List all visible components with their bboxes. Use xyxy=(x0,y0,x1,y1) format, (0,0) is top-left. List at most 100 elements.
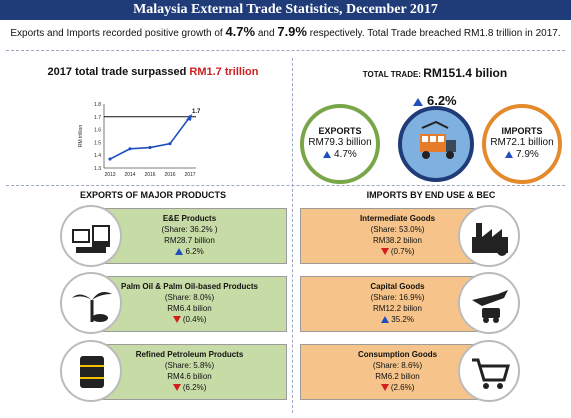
imports-title: IMPORTS xyxy=(501,126,543,136)
card-growth: 35.2% xyxy=(301,314,494,325)
down-arrow-icon xyxy=(380,384,389,392)
oil-barrel-icon xyxy=(60,340,122,402)
summary-text: Exports and Imports recorded positive gr… xyxy=(0,23,571,43)
divider xyxy=(292,58,293,413)
up-arrow-icon xyxy=(323,150,332,158)
card-growth: (6.2%) xyxy=(93,382,286,393)
up-arrow-icon xyxy=(381,316,390,324)
factory-icon xyxy=(458,205,520,267)
up-arrow-icon xyxy=(413,97,424,106)
card-share: (Share: 5.8%) xyxy=(164,361,215,370)
series-line xyxy=(109,116,191,160)
card-growth-value: (0.4%) xyxy=(182,315,207,324)
y-tick-label: 1.8 xyxy=(94,102,101,108)
total-growth: 6.2% xyxy=(400,93,470,108)
card-share: (Share: 36.2% ) xyxy=(161,225,218,234)
card-value: RM6.4 bilion xyxy=(167,304,212,313)
y-axis-label: RM trillion xyxy=(78,125,84,147)
exports-circle: EXPORTS RM79.3 billion 4.7% xyxy=(300,104,380,184)
summary-part-2: and xyxy=(255,28,278,39)
summary-export-growth: 4.7% xyxy=(225,24,256,39)
truck-icon xyxy=(420,120,456,159)
card-growth-value: (6.2%) xyxy=(182,383,207,392)
y-tick-label: 1.7 xyxy=(94,115,101,121)
summary-part-3: respectively. Total Trade breached RM1.8… xyxy=(306,28,561,39)
card-value: RM12.2 bilion xyxy=(373,304,422,313)
exports-growth: 4.7% xyxy=(304,149,376,161)
data-point xyxy=(128,147,132,151)
trend-chart-svg: 1.8 1.7 1.6 1.5 1.4 1.3 RM trillion 2013 2014 201… xyxy=(78,102,201,178)
up-arrow-icon xyxy=(175,248,184,256)
data-label: 1.7 xyxy=(192,109,201,115)
truck-trade-icon xyxy=(398,106,474,182)
page-title: Malaysia External Trade Statistics, Dece… xyxy=(0,0,571,20)
imports-value: RM72.1 billion xyxy=(490,137,554,148)
data-point xyxy=(108,157,112,161)
card-growth-value: 6.2% xyxy=(185,247,204,256)
series-arrowhead xyxy=(186,113,192,121)
exports-value: RM79.3 billion xyxy=(308,137,372,148)
x-tick-label: 2013 xyxy=(104,172,115,178)
divider xyxy=(6,185,565,186)
card-share: (Share: 8.6%) xyxy=(372,361,423,370)
data-point xyxy=(168,142,172,146)
card-name: E&E Products xyxy=(162,214,217,223)
x-tick-label: 2014 xyxy=(124,172,135,178)
down-arrow-icon xyxy=(172,316,181,324)
up-arrow-icon xyxy=(505,150,514,158)
total-growth-value: 6.2% xyxy=(426,93,457,108)
card-value: RM28.7 billion xyxy=(164,236,215,245)
card-growth: (0.4%) xyxy=(93,314,286,325)
card-share: (Share: 53.0%) xyxy=(370,225,425,234)
total-trade-heading: 2017 total trade surpassed RM1.7 trillio… xyxy=(18,66,288,78)
card-growth: 6.2% xyxy=(93,246,286,257)
imports-circle: IMPORTS RM72.1 billion 7.9% xyxy=(482,104,562,184)
x-tick-label: 2016 xyxy=(144,172,155,178)
palm-tree-icon xyxy=(60,272,122,334)
x-tick-label: 2017 xyxy=(184,172,195,178)
card-name: Refined Petroleum Products xyxy=(135,350,244,359)
data-point xyxy=(148,145,152,150)
card-value: RM6.2 bilion xyxy=(375,372,420,381)
card-growth: (0.7%) xyxy=(301,246,494,257)
card-growth-value: (0.7%) xyxy=(390,247,415,256)
card-name: Intermediate Goods xyxy=(359,214,436,223)
card-growth-value: (2.6%) xyxy=(390,383,415,392)
summary-import-growth: 7.9% xyxy=(277,24,307,39)
imports-growth: 7.9% xyxy=(486,149,558,161)
electronics-icon xyxy=(60,205,122,267)
card-value: RM38.2 bilion xyxy=(373,236,422,245)
divider xyxy=(6,50,565,51)
imports-growth-value: 7.9% xyxy=(515,149,539,160)
card-growth: (2.6%) xyxy=(301,382,494,393)
heading-value: RM1.7 trillion xyxy=(189,66,259,78)
card-name: Capital Goods xyxy=(370,282,425,291)
export-card-palm: Palm Oil & Palm Oil-based Products (Shar… xyxy=(92,276,287,332)
transport-icon xyxy=(458,272,520,334)
y-tick-label: 1.6 xyxy=(94,128,101,134)
imports-section-title: IMPORTS BY END USE & BEC xyxy=(366,190,496,200)
card-share: (Share: 8.0%) xyxy=(164,293,215,302)
total-trade-label: TOTAL TRADE: RM151.4 bilion xyxy=(300,66,570,80)
total-trade-caption: TOTAL TRADE: xyxy=(362,70,421,79)
total-trade-chart: 1.8 1.7 1.6 1.5 1.4 1.3 RM trillion 2013 2014 201… xyxy=(70,98,210,182)
card-share: (Share: 16.9%) xyxy=(370,293,425,302)
heading-prefix: 2017 total trade surpassed xyxy=(47,66,190,78)
card-name: Palm Oil & Palm Oil-based Products xyxy=(121,282,258,291)
import-card-intermediate: Intermediate Goods (Share: 53.0%) RM38.2… xyxy=(300,208,495,264)
card-name: Consumption Goods xyxy=(357,350,438,359)
y-tick-label: 1.4 xyxy=(94,153,101,159)
summary-part-1: Exports and Imports recorded positive gr… xyxy=(10,28,226,39)
down-arrow-icon xyxy=(172,384,181,392)
total-trade-value: RM151.4 bilion xyxy=(423,66,508,80)
y-tick-label: 1.5 xyxy=(94,140,101,146)
card-value: RM4.6 bilion xyxy=(167,372,212,381)
exports-section-title: EXPORTS OF MAJOR PRODUCTS xyxy=(79,190,226,200)
exports-growth-value: 4.7% xyxy=(333,149,357,160)
shopping-cart-icon xyxy=(458,340,520,402)
exports-title: EXPORTS xyxy=(318,126,362,136)
card-growth-value: 35.2% xyxy=(391,315,414,324)
down-arrow-icon xyxy=(380,248,389,256)
y-tick-label: 1.3 xyxy=(94,166,101,172)
x-tick-label: 2016 xyxy=(164,172,175,178)
